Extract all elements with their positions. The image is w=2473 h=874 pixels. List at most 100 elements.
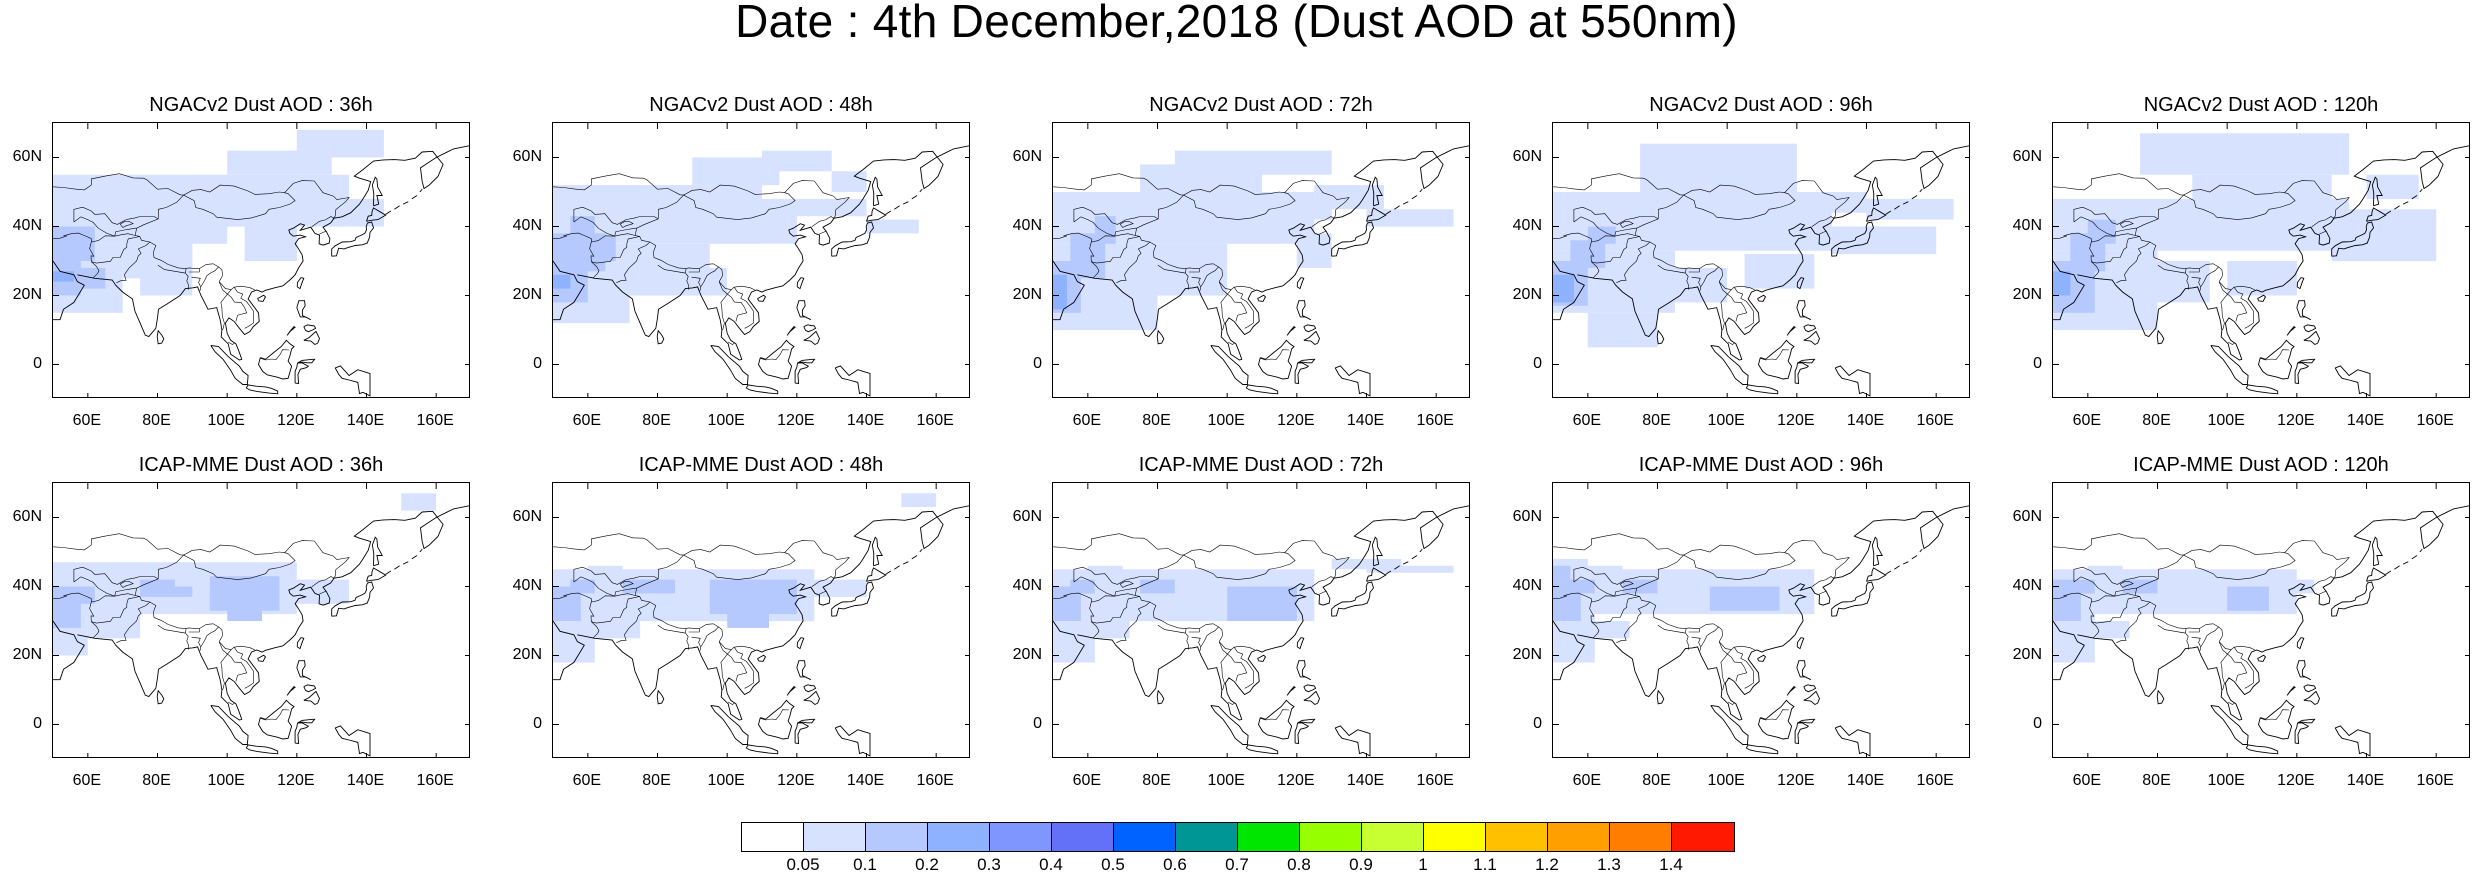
coastline [210,345,249,385]
country-border [188,628,200,633]
map-svg [553,123,969,397]
coastline [2411,195,2418,200]
dust-aod-cell [1366,565,1454,573]
country-border [2200,266,2219,288]
country-border [191,636,202,651]
country-border [1073,206,1159,225]
y-tick-label: 40N [2012,216,2042,234]
coastline [2210,345,2249,385]
coastline [1419,188,1423,193]
coastline [2411,555,2418,560]
x-tick-label: 160E [2416,412,2454,429]
y-tick-label: 20N [2012,285,2042,303]
x-tick-label: 80E [1142,412,1171,429]
dust-aod-cell [1587,565,1623,580]
dust-aod-cell [192,174,350,227]
x-tick-label: 160E [416,772,454,789]
dust-aod-cell [1070,579,1095,594]
country-border [2116,601,2151,643]
y-tick-label: 0 [533,714,542,732]
coastline [2053,620,2085,681]
coastline [296,277,305,290]
coastline [911,555,918,560]
colorbar-swatch [866,823,928,851]
coastline [1553,620,1585,681]
country-border [589,241,595,262]
country-border [2218,281,2228,331]
country-border [1811,216,1834,228]
country-border [1784,180,1850,219]
coastline [297,358,316,364]
coastline [1831,221,1874,257]
coastline [1385,210,1392,215]
country-border [1089,241,1095,262]
country-border [2227,293,2248,322]
country-border [1688,268,1700,273]
coastline [411,555,418,560]
x-tick-label: 60E [72,412,102,429]
coastline [1411,555,1418,560]
coastline [1911,555,1918,560]
country-border [591,261,600,278]
country-border [134,554,256,651]
dust-aod-cell [570,216,595,234]
dust-aod-cell [1657,267,1728,303]
map-frame [2052,122,2470,398]
x-tick-label: 160E [416,412,454,429]
dust-aod-cell [53,271,74,282]
country-border [1553,173,1684,196]
coastline [2257,294,2267,302]
panel-title: ICAP-MME Dust AOD : 96h [1638,454,1884,476]
coastline [402,561,409,565]
y-tick-label: 60N [2012,147,2042,165]
coastline [2297,718,2316,724]
country-border [1114,227,1137,237]
coastline [2366,567,2387,582]
colorbar-label: 0.2 [915,855,939,874]
dust-aod-cell [227,600,262,621]
coastline [919,548,923,553]
x-tick-label: 100E [1207,412,1245,429]
coastline [286,326,296,336]
country-border [1073,566,1159,585]
country-border [1760,709,1790,721]
coastline [1156,689,1165,705]
country-border [2116,241,2151,283]
dust-aod-cell [1831,226,1937,255]
country-border [1811,576,1834,588]
country-border [1819,591,1827,595]
panel-title: NGACv2 Dust AOD : 72h [1149,94,1373,116]
coastline [1797,718,1816,724]
country-border [311,576,334,588]
country-border [1727,293,1748,322]
coastline [257,294,267,302]
coastline [156,329,165,345]
y-tick-label: 60N [512,147,542,165]
country-border [1091,621,1100,638]
coastline [2303,324,2317,333]
coastline [1258,339,1295,380]
coastline [745,744,779,755]
coastline [53,260,85,321]
coastline [296,300,312,321]
x-tick-label: 140E [1846,772,1885,789]
country-border [591,236,640,264]
dust-aod-cell [1727,157,1762,175]
country-border [2227,649,2232,655]
y-tick-label: 60N [1012,507,1042,525]
map-frame [1052,482,1470,758]
y-tick-label: 40N [1512,216,1542,234]
country-border [1091,261,1100,278]
coastline [1919,188,1923,193]
country-border [191,276,202,291]
country-border [1591,596,1640,624]
coastline [2156,329,2165,345]
country-border [1589,241,1595,262]
country-border [2233,287,2254,329]
x-tick-label: 160E [916,772,954,789]
dust-aod-cell [762,150,832,172]
coastline [1258,699,1295,740]
colorbar-label: 0.9 [1349,855,1373,874]
country-border [2260,349,2290,361]
x-tick-label: 120E [277,412,315,429]
